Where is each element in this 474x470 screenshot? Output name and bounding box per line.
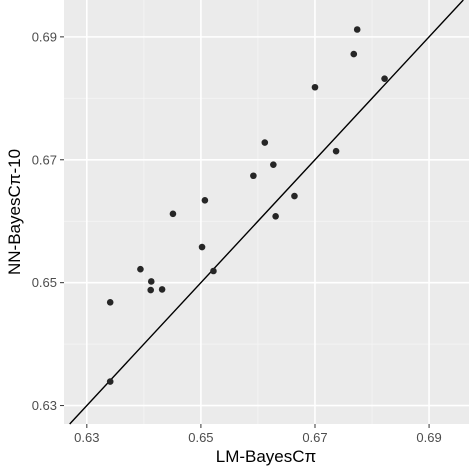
data-point [147,278,155,285]
x-axis-title: LM-BayesCπ [216,447,317,466]
x-tick-label: 0.63 [74,430,99,445]
identity-reference-line [69,0,464,425]
data-point [106,378,114,385]
data-point [137,265,144,273]
data-point [210,267,217,275]
data-point [291,192,298,200]
y-tick-label: 0.65 [32,275,57,290]
data-point [158,286,166,293]
y-axis-title: NN-BayesCπ-10 [5,149,24,275]
data-point [270,161,277,168]
data-points [106,26,388,385]
data-point [311,83,319,91]
x-tick-label: 0.69 [416,430,441,445]
x-axis-ticks: 0.63 0.65 0.67 0.69 [74,424,442,445]
data-point [201,197,209,204]
data-point [272,213,279,220]
x-tick-label: 0.65 [188,430,213,445]
data-point [198,243,206,251]
data-point [261,139,269,146]
data-point [106,299,114,306]
data-point [353,26,361,33]
data-point [350,50,358,58]
data-point [169,210,177,218]
major-gridlines [64,0,469,424]
data-point [147,286,155,294]
reference-line-group [69,0,464,425]
data-point [250,172,257,180]
y-tick-label: 0.69 [32,29,57,44]
data-point [332,147,340,155]
minor-gridlines [64,0,469,424]
data-point [381,75,388,82]
y-tick-label: 0.63 [32,398,57,413]
x-tick-label: 0.67 [302,430,327,445]
y-axis-ticks: 0.63 0.65 0.67 0.69 [32,29,64,413]
y-tick-label: 0.67 [32,152,57,167]
